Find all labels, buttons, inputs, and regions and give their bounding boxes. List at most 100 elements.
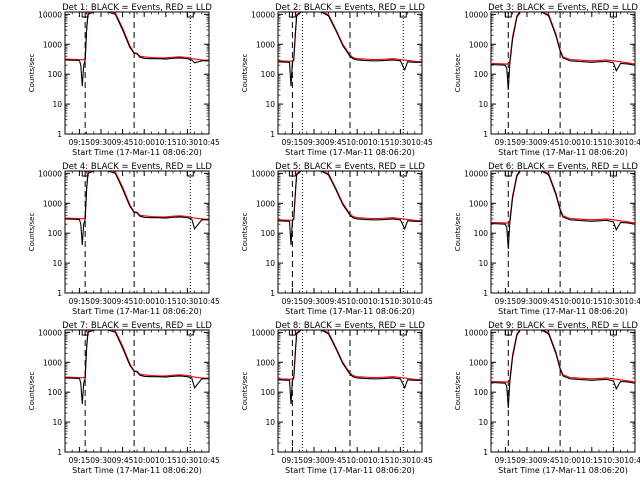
- x-tick-label: 09:45: [538, 138, 560, 147]
- x-tick-label: 10:45: [624, 456, 640, 465]
- y-tick-label: 10: [265, 418, 275, 427]
- y-tick-label: 100: [48, 388, 63, 397]
- top-bracket-marker: [186, 330, 194, 336]
- y-tick-label: 10000: [464, 10, 488, 19]
- x-tick-label: 10:45: [198, 456, 220, 465]
- y-tick-label: 1: [483, 289, 488, 298]
- x-tick-label: 09:15: [495, 297, 517, 306]
- events-series-line: [491, 171, 635, 249]
- y-tick-label: 1000: [256, 358, 275, 367]
- x-tick-label: 09:15: [69, 297, 91, 306]
- panel-title: Det 6: BLACK = Events, RED = LLD: [488, 162, 638, 172]
- x-tick-label: 10:00: [559, 456, 581, 465]
- x-tick-label: 10:00: [133, 138, 155, 147]
- y-tick-label: 10: [52, 259, 62, 268]
- x-tick-label: 10:45: [198, 138, 220, 147]
- y-axis-label: Counts/sec: [454, 54, 462, 93]
- y-tick-label: 10: [265, 100, 275, 109]
- events-series-line: [491, 330, 635, 408]
- x-tick-label: 10:00: [133, 456, 155, 465]
- x-tick-label: 09:30: [303, 297, 325, 306]
- y-tick-label: 10: [52, 100, 62, 109]
- x-tick-label: 10:30: [390, 138, 412, 147]
- x-tick-label: 09:15: [495, 456, 517, 465]
- top-bracket-marker: [399, 330, 407, 336]
- x-tick-label: 10:30: [177, 138, 199, 147]
- x-tick-label: 10:30: [390, 456, 412, 465]
- panel-title: Det 5: BLACK = Events, RED = LLD: [275, 162, 425, 172]
- x-tick-label: 10:00: [346, 297, 368, 306]
- x-tick-label: 10:30: [603, 456, 625, 465]
- x-tick-label: 10:00: [133, 297, 155, 306]
- top-bracket-marker: [186, 12, 194, 18]
- x-tick-label: 09:15: [282, 297, 304, 306]
- x-tick-label: 10:15: [155, 456, 177, 465]
- x-tick-label: 09:45: [112, 138, 134, 147]
- detector-panel: Det 4: BLACK = Events, RED = LLD Counts/s…: [28, 162, 220, 316]
- y-tick-label: 1: [270, 130, 275, 139]
- y-axis-label: Counts/sec: [454, 213, 462, 252]
- panel-title: Det 2: BLACK = Events, RED = LLD: [275, 3, 425, 13]
- top-bracket-marker: [399, 171, 407, 177]
- y-tick-label: 1: [483, 448, 488, 457]
- detector-panel: Det 5: BLACK = Events, RED = LLD Counts/s…: [241, 162, 433, 316]
- y-tick-label: 10000: [464, 169, 488, 178]
- detector-panel: Det 6: BLACK = Events, RED = LLD Counts/s…: [454, 162, 640, 316]
- x-tick-label: 09:45: [112, 456, 134, 465]
- events-series-line: [278, 171, 422, 246]
- x-tick-label: 09:15: [495, 138, 517, 147]
- y-tick-label: 1: [483, 130, 488, 139]
- x-tick-label: 10:00: [559, 138, 581, 147]
- top-bracket-marker: [504, 330, 512, 336]
- top-bracket-marker: [186, 171, 194, 177]
- x-tick-label: 10:30: [603, 297, 625, 306]
- x-tick-label: 10:45: [624, 138, 640, 147]
- x-tick-label: 10:15: [581, 456, 603, 465]
- detector-panel: Det 8: BLACK = Events, RED = LLD Counts/s…: [241, 321, 433, 475]
- x-tick-label: 09:15: [69, 456, 91, 465]
- x-tick-label: 09:15: [282, 456, 304, 465]
- y-tick-label: 100: [48, 229, 63, 238]
- top-bracket-marker: [504, 12, 512, 18]
- x-tick-label: 10:45: [624, 297, 640, 306]
- x-tick-label: 09:30: [90, 138, 112, 147]
- y-tick-label: 1000: [469, 358, 488, 367]
- y-tick-label: 10: [478, 259, 488, 268]
- x-tick-label: 09:15: [282, 138, 304, 147]
- y-tick-label: 10: [478, 418, 488, 427]
- panel-title: Det 1: BLACK = Events, RED = LLD: [62, 3, 212, 13]
- x-tick-label: 10:45: [411, 456, 433, 465]
- y-tick-label: 100: [48, 70, 63, 79]
- x-tick-label: 10:45: [411, 138, 433, 147]
- y-tick-label: 100: [474, 229, 489, 238]
- x-tick-label: 09:30: [303, 456, 325, 465]
- x-tick-label: 10:00: [346, 138, 368, 147]
- x-tick-label: 09:45: [538, 456, 560, 465]
- y-axis-label: Counts/sec: [28, 213, 36, 252]
- top-bracket-marker: [288, 330, 296, 336]
- x-tick-label: 10:30: [603, 138, 625, 147]
- events-series-line: [278, 330, 422, 405]
- y-tick-label: 10000: [38, 10, 62, 19]
- x-tick-label: 09:30: [90, 456, 112, 465]
- y-tick-label: 1: [270, 289, 275, 298]
- x-tick-label: 10:15: [368, 138, 390, 147]
- x-tick-label: 09:30: [303, 138, 325, 147]
- x-tick-label: 09:45: [112, 297, 134, 306]
- x-axis-label: Start Time (17-Mar-11 08:06:20): [72, 148, 202, 157]
- top-bracket-marker: [609, 171, 617, 177]
- top-bracket-marker: [609, 330, 617, 336]
- x-tick-label: 09:30: [516, 138, 538, 147]
- y-tick-label: 10000: [38, 169, 62, 178]
- detector-panel: Det 9: BLACK = Events, RED = LLD Counts/s…: [454, 321, 640, 475]
- y-axis-label: Counts/sec: [241, 213, 249, 252]
- x-tick-label: 10:15: [155, 138, 177, 147]
- events-series-line: [491, 12, 635, 90]
- y-tick-label: 1: [57, 448, 62, 457]
- y-tick-label: 1000: [43, 40, 62, 49]
- y-tick-label: 1000: [256, 199, 275, 208]
- x-tick-label: 10:00: [559, 297, 581, 306]
- x-tick-label: 10:30: [177, 456, 199, 465]
- panel-title: Det 3: BLACK = Events, RED = LLD: [488, 3, 638, 13]
